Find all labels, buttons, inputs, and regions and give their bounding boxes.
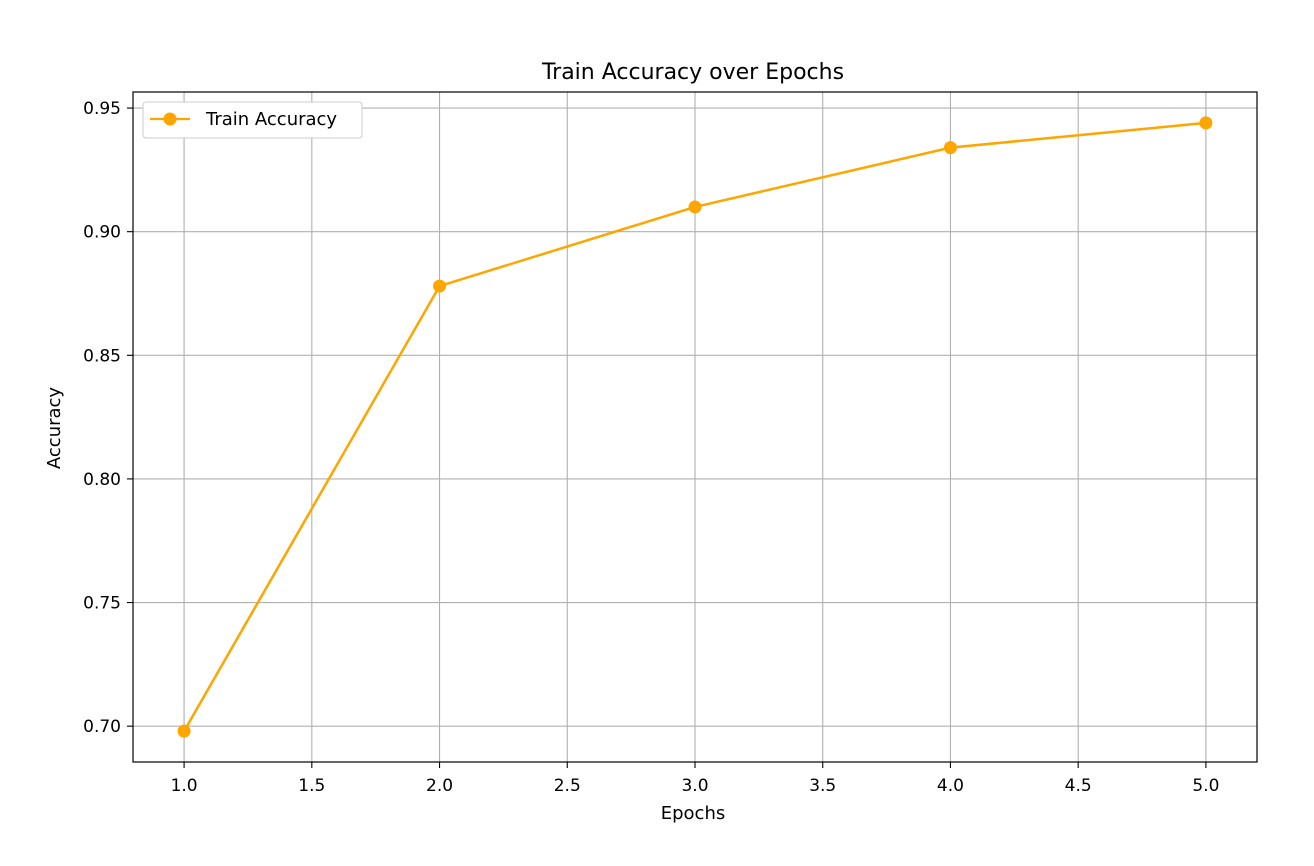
data-point [1199, 116, 1213, 130]
x-tick-label: 2.0 [426, 776, 453, 796]
data-point [433, 279, 447, 293]
y-axis-ticks: 0.70 0.75 0.80 0.85 0.90 0.95 [83, 99, 133, 737]
grid-lines [133, 92, 1257, 762]
y-tick-label: 0.90 [83, 223, 121, 243]
data-point [688, 200, 702, 214]
data-series [177, 116, 1213, 738]
x-tick-label: 1.5 [298, 776, 325, 796]
x-tick-label: 3.5 [809, 776, 836, 796]
y-tick-label: 0.95 [83, 99, 121, 119]
chart-title: Train Accuracy over Epochs [541, 60, 844, 85]
y-tick-label: 0.75 [83, 594, 121, 614]
data-point [943, 141, 957, 155]
x-tick-label: 3.0 [681, 776, 708, 796]
legend-marker [163, 112, 177, 126]
x-tick-label: 5.0 [1192, 776, 1219, 796]
data-point [177, 724, 191, 738]
y-tick-label: 0.80 [83, 470, 121, 490]
y-tick-label: 0.85 [83, 346, 121, 366]
legend: Train Accuracy [142, 101, 363, 139]
y-axis-label: Accuracy [44, 387, 65, 470]
y-tick-label: 0.70 [83, 717, 121, 737]
x-tick-label: 2.5 [554, 776, 581, 796]
x-axis-ticks: 1.0 1.5 2.0 2.5 3.0 3.5 4.0 4.5 5.0 [171, 762, 1219, 796]
legend-box [142, 101, 363, 139]
legend-label: Train Accuracy [205, 109, 337, 130]
x-tick-label: 4.0 [937, 776, 964, 796]
x-axis-label: Epochs [661, 803, 726, 824]
x-tick-label: 1.0 [171, 776, 198, 796]
x-tick-label: 4.5 [1065, 776, 1092, 796]
